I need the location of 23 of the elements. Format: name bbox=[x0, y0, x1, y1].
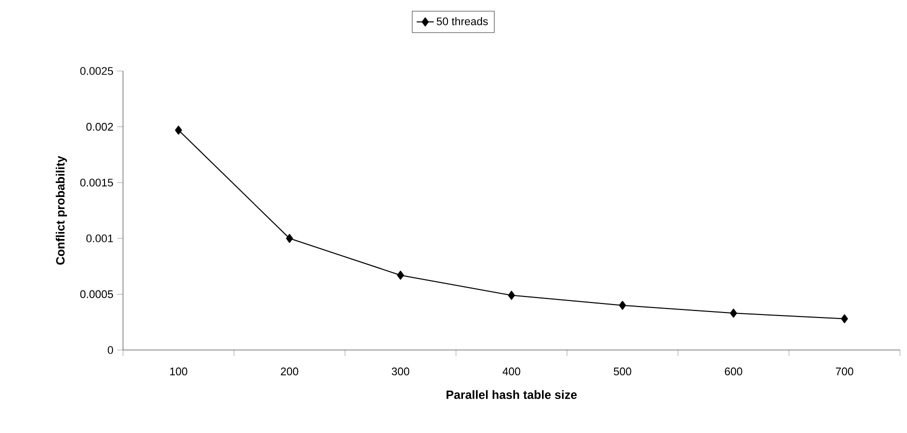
y-axis-title: Conflict probability bbox=[56, 156, 67, 265]
x-tick-label: 300 bbox=[392, 368, 410, 376]
y-tick-label: 0.002 bbox=[86, 122, 113, 131]
point bbox=[508, 290, 515, 300]
x-tick-label: 500 bbox=[614, 368, 632, 376]
x-tick-label: 100 bbox=[170, 368, 188, 376]
point bbox=[175, 126, 182, 135]
point bbox=[840, 314, 848, 324]
point bbox=[286, 234, 294, 243]
point bbox=[730, 308, 737, 318]
x-tick-label: 700 bbox=[836, 368, 854, 376]
point bbox=[397, 270, 404, 280]
y-tick-label: 0.0005 bbox=[80, 290, 113, 298]
x-tick-label: 400 bbox=[502, 368, 520, 376]
x-axis-title: Parallel hash table size bbox=[446, 390, 577, 399]
y-tick-label: 0.0025 bbox=[80, 67, 113, 75]
y-tick-label: 0 bbox=[108, 346, 114, 354]
point bbox=[619, 300, 626, 310]
legend-label: 50 threads bbox=[436, 17, 488, 26]
x-tick-label: 600 bbox=[724, 368, 742, 376]
y-tick-label: 0.001 bbox=[86, 234, 113, 242]
y-tick-label: 0.0015 bbox=[80, 178, 113, 186]
x-tick-label: 200 bbox=[280, 368, 298, 376]
